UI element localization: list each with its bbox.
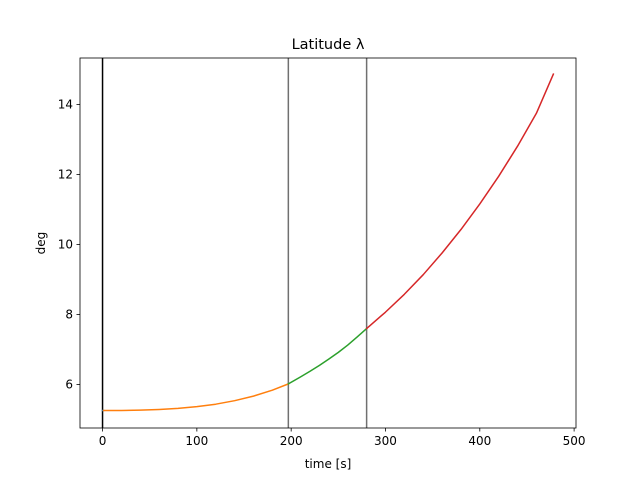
x-tick-label: 400: [468, 434, 491, 448]
series-line: [102, 382, 290, 412]
series-line: [287, 327, 368, 385]
y-tick-label: 12: [58, 168, 73, 182]
y-axis: 6 8 10 12 14: [58, 98, 80, 392]
y-tick-label: 14: [58, 98, 73, 112]
x-axis-label: time [s]: [305, 457, 352, 471]
x-tick-label: 0: [99, 434, 107, 448]
plot-frame: [79, 57, 577, 429]
series-line: [365, 73, 555, 330]
y-tick-label: 8: [65, 308, 73, 322]
x-tick-label: 500: [563, 434, 586, 448]
plot-area: [101, 58, 555, 428]
y-axis-label: deg: [34, 232, 48, 255]
x-tick-label: 200: [280, 434, 303, 448]
x-tick-label: 300: [374, 434, 397, 448]
x-axis: 0 100 200 300 400 500: [99, 428, 586, 448]
y-tick-label: 6: [65, 378, 73, 392]
y-tick-label: 10: [58, 238, 73, 252]
x-tick-label: 100: [185, 434, 208, 448]
chart-title: Latitude λ: [292, 37, 365, 53]
